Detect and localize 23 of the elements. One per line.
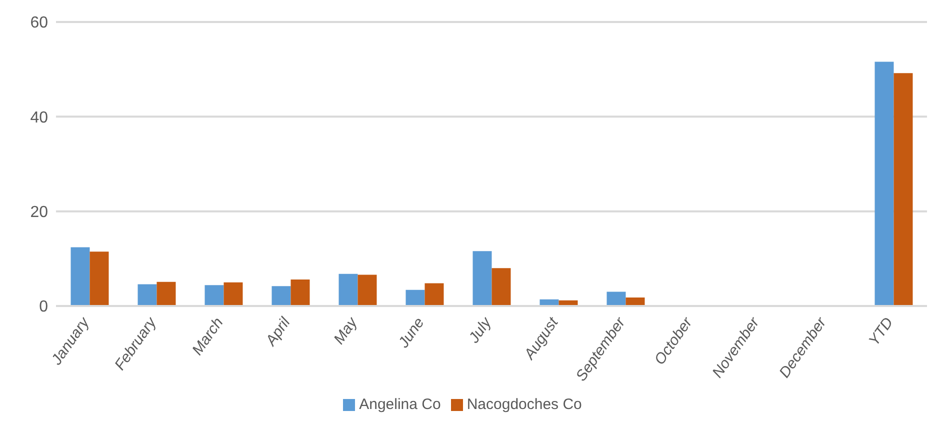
y-tick-label: 0 <box>39 298 48 316</box>
bar <box>224 282 243 306</box>
legend-label: Nacogdoches Co <box>466 396 582 413</box>
bar <box>272 286 291 306</box>
y-tick-label: 60 <box>30 14 48 32</box>
bar <box>70 247 90 306</box>
bar <box>156 282 176 306</box>
legend-label: Angelina Co <box>359 396 441 413</box>
bar <box>290 279 310 306</box>
bar <box>406 290 425 306</box>
bar <box>894 73 913 306</box>
bar <box>492 268 511 306</box>
bar <box>472 251 492 306</box>
bar <box>90 252 109 306</box>
bar <box>606 292 626 306</box>
bar <box>424 283 444 306</box>
bar <box>358 274 377 306</box>
y-tick-label: 40 <box>30 109 48 126</box>
bar <box>204 285 224 306</box>
bar <box>874 62 894 306</box>
bar <box>138 284 157 306</box>
y-tick-label: 20 <box>30 204 48 222</box>
bar <box>338 274 358 306</box>
